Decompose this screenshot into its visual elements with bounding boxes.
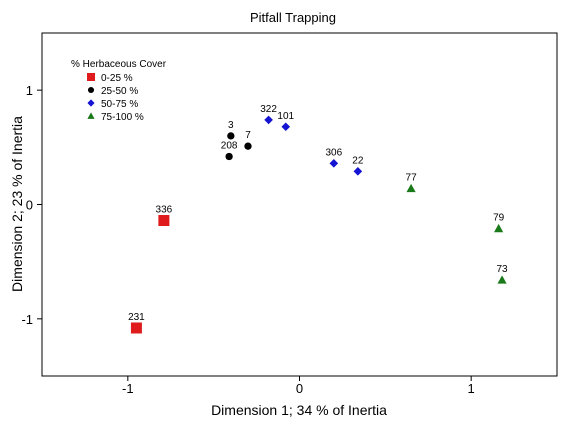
x-axis: -1 0 1 [122,376,475,396]
legend-title: % Herbaceous Cover [71,59,167,70]
x-tick-label: 1 [468,381,475,396]
point-label: 77 [406,172,418,183]
plot-area [41,32,558,377]
legend-item: 75-100 % [87,112,144,123]
series-0-25 %: 336 231 [128,205,173,334]
y-axis: 1 0 -1 [21,83,42,327]
point-label: 306 [325,147,342,158]
legend-label: 50-75 % [101,99,138,110]
point-label: 22 [352,155,364,166]
point-label: 101 [277,111,294,122]
point-marker [497,275,507,284]
point-label: 73 [497,264,509,275]
x-tick-label: -1 [122,381,134,396]
point-marker [87,112,95,119]
point-marker [87,86,95,94]
point-marker [244,142,252,150]
point-marker [227,132,235,140]
y-axis-label: Dimension 2; 23 % of Inertia [9,116,25,292]
point-marker [225,152,233,161]
series-75-100 %: 77 79 73 [406,172,509,284]
x-axis-label: Dimension 1; 34 % of Inertia [211,402,387,418]
x-tick-label: 0 [296,381,303,396]
legend-label: 75-100 % [101,112,144,123]
y-tick-label: 0 [26,198,33,213]
point-marker [329,159,339,168]
point-label: 7 [245,130,251,141]
point-label: 79 [493,213,505,224]
point-label: 336 [156,205,173,216]
point-marker [264,115,273,125]
point-marker [87,73,95,81]
point-label: 3 [228,120,234,131]
point-marker [494,223,504,233]
legend-label: 0-25 % [101,73,133,84]
legend-label: 25-50 % [101,86,138,97]
y-tick-label: 1 [26,83,33,98]
point-marker [281,122,291,132]
legend: % Herbaceous Cover 0-25 % 25-50 % 50-75 % 7… [71,59,167,123]
series-50-75 %: 322101 306 22 [260,104,364,176]
point-marker [130,322,142,334]
legend-item: 25-50 % [87,86,138,97]
point-label: 208 [221,140,238,151]
legend-item: 50-75 % [87,99,138,110]
point-marker [158,215,170,227]
point-marker [406,183,416,193]
series-25-50 %: 3 208 7 [221,120,252,161]
chart-title: Pitfall Trapping [250,10,336,25]
point-marker [87,99,95,107]
y-tick-label: -1 [21,312,33,327]
point-label: 231 [128,312,145,323]
legend-item: 0-25 % [87,73,133,84]
point-marker [353,167,363,176]
point-label: 322 [260,104,277,115]
